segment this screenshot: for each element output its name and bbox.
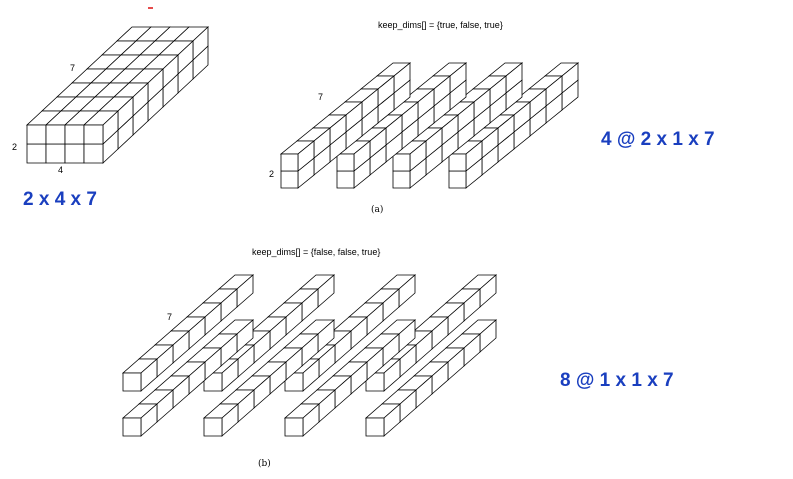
full-block-front-cell	[26, 124, 47, 145]
block-width-label: 4	[58, 165, 63, 175]
column-a2-front-cell	[336, 170, 355, 189]
columns-a-height-label: 2	[269, 169, 274, 179]
full-block-front-cell	[45, 124, 66, 145]
full-block-front-cell	[26, 143, 47, 164]
column-a4-front-cell	[448, 153, 467, 172]
result-label-a: 4 @ 2 x 1 x 7	[601, 129, 715, 150]
column-b-back1-front-cell	[122, 372, 142, 392]
keep-dims-a-label: keep_dims[] = {true, false, true}	[378, 20, 503, 30]
block-height-label: 2	[12, 142, 17, 152]
full-block-front-cell	[45, 143, 66, 164]
caption-b: (b)	[258, 458, 271, 469]
keep-dims-b-label: keep_dims[] = {false, false, true}	[252, 247, 380, 257]
column-b-front3-front-cell	[284, 417, 304, 437]
full-block-front-cell	[64, 143, 85, 164]
column-a3-front-cell	[392, 153, 411, 172]
full-block-front-cell	[83, 124, 104, 145]
columns-a-depth-label: 7	[318, 92, 323, 102]
shape-label-2x4x7: 2 x 4 x 7	[23, 189, 97, 210]
column-a1-front-cell	[280, 170, 299, 189]
column-b-front2-front-cell	[203, 417, 223, 437]
column-a2-front-cell	[336, 153, 355, 172]
column-b-front1-front-cell	[122, 417, 142, 437]
block-depth-label: 7	[70, 63, 75, 73]
caption-a: (a)	[371, 204, 383, 215]
split-columns-2x1x7	[279, 62, 580, 189]
column-a4-front-cell	[448, 170, 467, 189]
columns-b-depth-label: 7	[167, 312, 172, 322]
column-a1-front-cell	[280, 153, 299, 172]
column-b-front4-front-cell	[365, 417, 385, 437]
full-block-front-cell	[83, 143, 104, 164]
split-columns-1x1x7	[121, 274, 498, 437]
full-block-front-cell	[64, 124, 85, 145]
result-label-b: 8 @ 1 x 1 x 7	[560, 370, 674, 391]
full-block-2x4x7	[25, 26, 210, 164]
column-a3-front-cell	[392, 170, 411, 189]
